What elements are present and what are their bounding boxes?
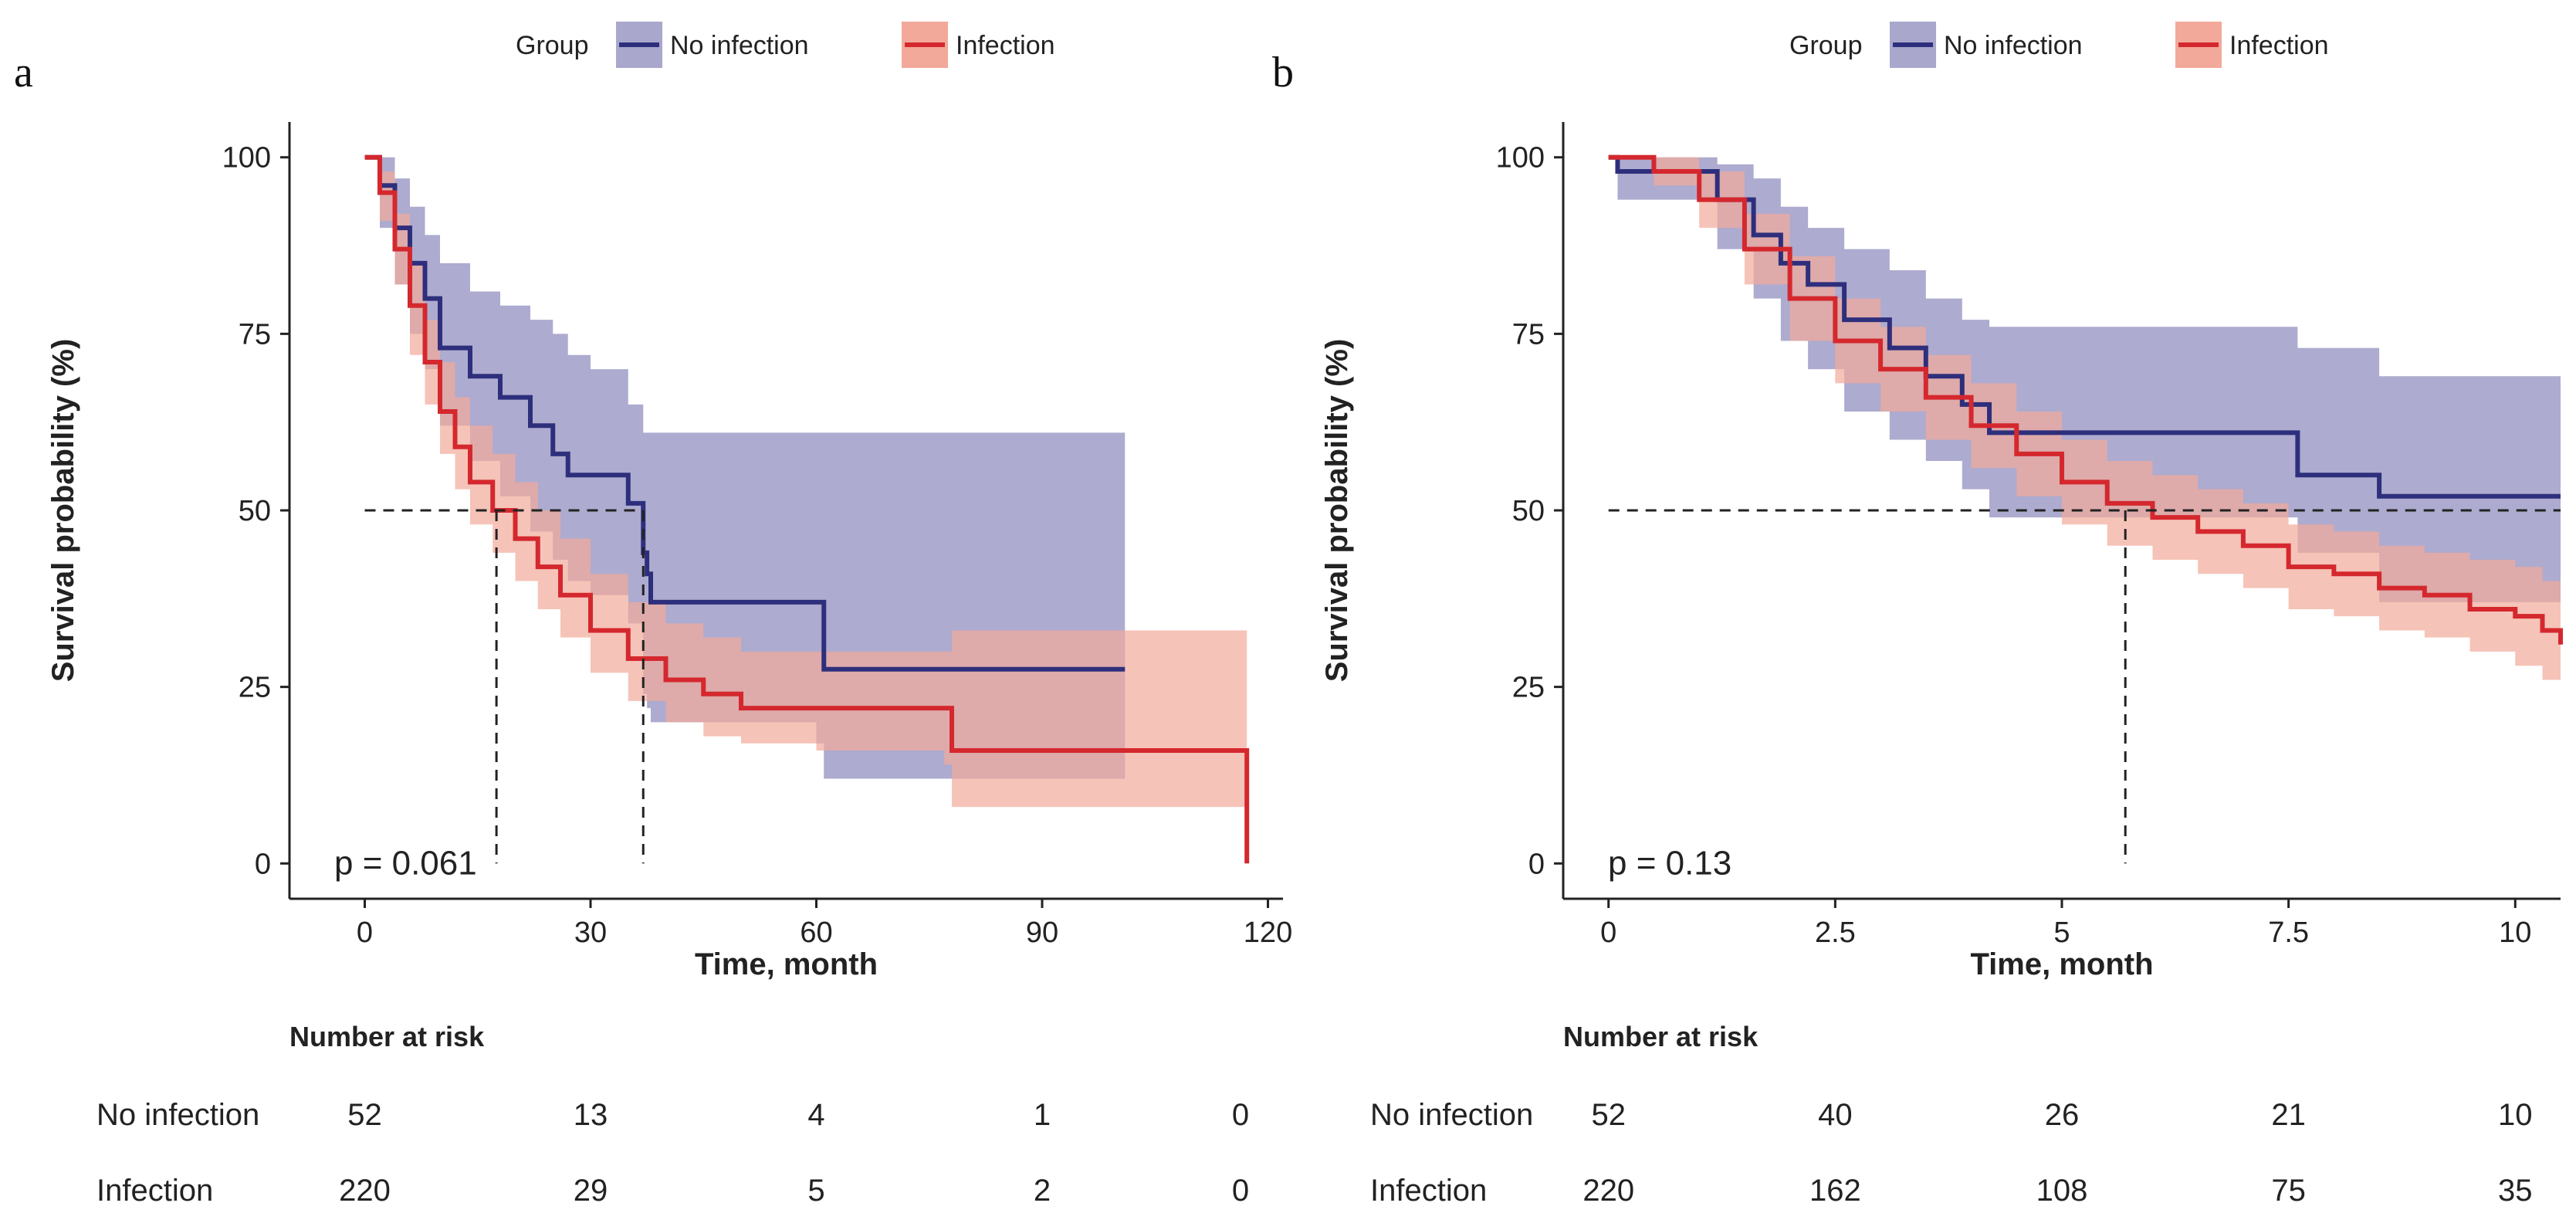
y-tick-label: 50 [1512, 495, 1545, 527]
survival-curve-no-infection [364, 154, 1126, 672]
x-tick-label: 60 [800, 917, 832, 949]
survival-curve-no-infection [1608, 154, 2561, 499]
risk-table: Number at risk No infection 52 40 26 21 10 Infe… [1370, 1021, 2533, 1208]
y-tick-label: 75 [1512, 318, 1545, 351]
survival-curve-infection [1608, 154, 2563, 645]
y-axis-title: Survival probability (%) [1320, 339, 1354, 683]
ci-band-no-infection [364, 157, 1126, 779]
risk-cell: 75 [2271, 1174, 2306, 1208]
risk-cell: 4 [807, 1098, 824, 1132]
ci-band-infection [364, 157, 1247, 808]
risk-cell: 13 [574, 1098, 608, 1132]
ci-band-infection [1608, 157, 2561, 687]
risk-cell: 220 [339, 1174, 391, 1208]
y-tick-label: 100 [222, 142, 271, 175]
panel-b: b Group No infection Infection 0 25 50 75 100 0 2.… [1272, 22, 2563, 1208]
legend: Group No infection Infection [516, 22, 1055, 68]
ci-band-no-infection [1608, 157, 2561, 602]
x-tick-label: 2.5 [1815, 917, 1856, 949]
legend-title: Group [1789, 31, 1863, 60]
risk-cell: 0 [1232, 1174, 1249, 1208]
legend-title: Group [516, 31, 589, 60]
y-axis-title: Survival probability (%) [46, 339, 80, 683]
risk-cell: 52 [347, 1098, 382, 1132]
y-tick-label: 25 [239, 672, 271, 704]
risk-cell: 108 [2036, 1174, 2088, 1208]
x-axis-title: Time, month [695, 947, 878, 981]
legend-entry: Infection [956, 31, 1055, 60]
risk-cell: 35 [2498, 1174, 2533, 1208]
risk-cell: 220 [1582, 1174, 1634, 1208]
x-tick-label: 120 [1244, 917, 1292, 949]
p-value: p = 0.13 [1608, 844, 1731, 882]
legend-entry: Infection [2229, 31, 2329, 60]
risk-cell: 2 [1034, 1174, 1051, 1208]
x-tick-label: 0 [1600, 917, 1616, 949]
x-tick-label: 0 [357, 917, 373, 949]
legend-entry: No infection [670, 31, 809, 60]
panel-letter: a [14, 49, 33, 97]
y-tick-label: 0 [255, 848, 271, 880]
risk-cell: 52 [1591, 1098, 1626, 1132]
risk-cell: 162 [1809, 1174, 1861, 1208]
risk-cell: 21 [2271, 1098, 2306, 1132]
risk-table-title: Number at risk [1563, 1021, 1759, 1052]
legend: Group No infection Infection [1789, 22, 2329, 68]
legend-entry: No infection [1944, 31, 2083, 60]
x-tick-label: 30 [574, 917, 607, 949]
y-tick-label: 50 [239, 495, 271, 527]
risk-cell: 26 [2045, 1098, 2080, 1132]
risk-cell: 40 [1818, 1098, 1853, 1132]
risk-cell: 5 [807, 1174, 824, 1208]
x-tick-label: 7.5 [2268, 917, 2309, 949]
survival-curve-infection [364, 154, 1250, 864]
risk-cell: 1 [1034, 1098, 1051, 1132]
x-tick-label: 5 [2053, 917, 2070, 949]
y-tick-label: 100 [1496, 142, 1545, 175]
risk-row-label: No infection [1370, 1098, 1533, 1132]
risk-cell: 29 [574, 1174, 608, 1208]
risk-row-label: Infection [96, 1174, 213, 1208]
risk-cell: 0 [1232, 1098, 1249, 1132]
risk-cell: 10 [2498, 1098, 2533, 1132]
x-tick-label: 90 [1026, 917, 1058, 949]
y-tick-label: 75 [239, 318, 271, 351]
y-tick-label: 25 [1512, 672, 1545, 704]
y-tick-label: 0 [1528, 848, 1545, 880]
risk-row-label: Infection [1370, 1174, 1487, 1208]
x-axis-title: Time, month [1970, 947, 2153, 981]
panel-letter: b [1272, 49, 1294, 97]
risk-table-title: Number at risk [289, 1021, 485, 1052]
p-value: p = 0.061 [334, 844, 477, 882]
x-tick-label: 10 [2499, 917, 2531, 949]
risk-row-label: No infection [96, 1098, 259, 1132]
